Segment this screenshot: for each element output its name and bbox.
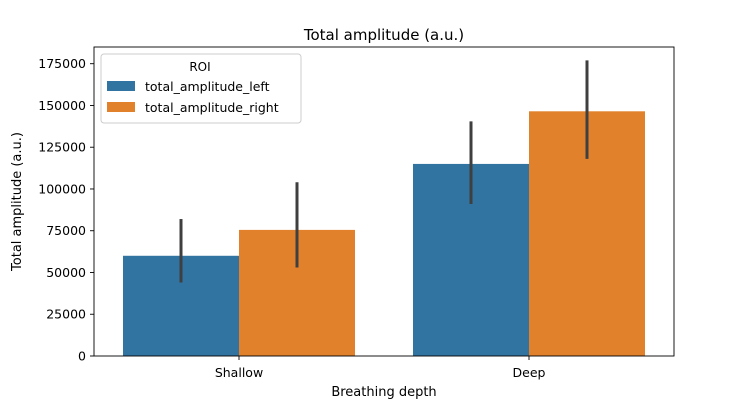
y-tick-label: 150000 xyxy=(38,98,86,113)
legend-label-total_amplitude_left: total_amplitude_left xyxy=(145,79,270,94)
y-tick-label: 25000 xyxy=(46,307,86,322)
legend-label-total_amplitude_right: total_amplitude_right xyxy=(145,100,279,115)
y-tick-label: 125000 xyxy=(38,140,86,155)
y-tick-label: 75000 xyxy=(46,223,86,238)
x-tick-label-deep: Deep xyxy=(513,365,546,380)
legend-box xyxy=(100,53,302,124)
y-axis-label: Total amplitude (a.u.) xyxy=(10,132,25,272)
legend-swatch-total_amplitude_left xyxy=(107,81,135,91)
x-axis: Shallow Deep xyxy=(215,356,546,380)
y-tick-label: 100000 xyxy=(38,181,86,196)
y-tick-label: 0 xyxy=(78,349,86,364)
bars-group xyxy=(123,111,645,356)
y-tick-label: 50000 xyxy=(46,265,86,280)
y-tick-label: 175000 xyxy=(38,56,86,71)
plot-frame xyxy=(93,46,675,357)
chart-title: Total amplitude (a.u.) xyxy=(303,26,464,44)
x-tick-label-shallow: Shallow xyxy=(215,365,263,380)
legend: ROI total_amplitude_left total_amplitude_… xyxy=(100,53,302,124)
x-axis-label: Breathing depth xyxy=(331,385,436,400)
error-bars-group xyxy=(179,60,589,283)
legend-swatch-total_amplitude_right xyxy=(107,102,135,112)
legend-title: ROI xyxy=(189,60,210,74)
y-axis: 0 25000 50000 75000 100000 125000 150000 175000 xyxy=(38,56,94,364)
